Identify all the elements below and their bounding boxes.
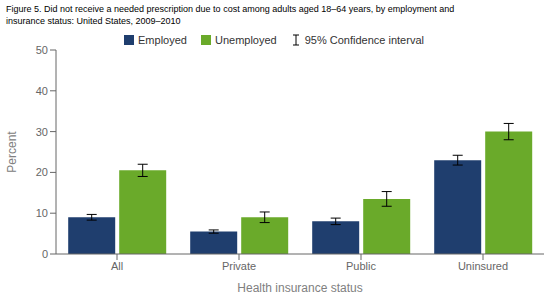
svg-text:Public: Public (346, 260, 376, 272)
svg-text:40: 40 (36, 85, 48, 97)
html-text:Employed: Employed (138, 34, 187, 46)
svg-text:20: 20 (36, 166, 48, 178)
html-text:95% Confidence interval: 95% Confidence interval (304, 34, 424, 46)
svg-text:10: 10 (36, 207, 48, 219)
svg-text:Uninsured: Uninsured (458, 260, 508, 272)
html-text:insurance status: United State: insurance status: United States, 2009–20… (6, 16, 181, 26)
svg-text:0: 0 (42, 248, 48, 260)
svg-text:Private: Private (222, 260, 256, 272)
html-text:Unemployed: Unemployed (215, 34, 277, 46)
svg-text:Percent: Percent (8, 131, 19, 173)
svg-text:30: 30 (36, 126, 48, 138)
svg-text:50: 50 (36, 44, 48, 56)
html-text:Figure 5. Did not receive a ne: Figure 5. Did not receive a needed presc… (6, 4, 455, 14)
svg-text:All: All (111, 260, 123, 272)
svg-text:Health insurance status: Health insurance status (237, 281, 362, 295)
